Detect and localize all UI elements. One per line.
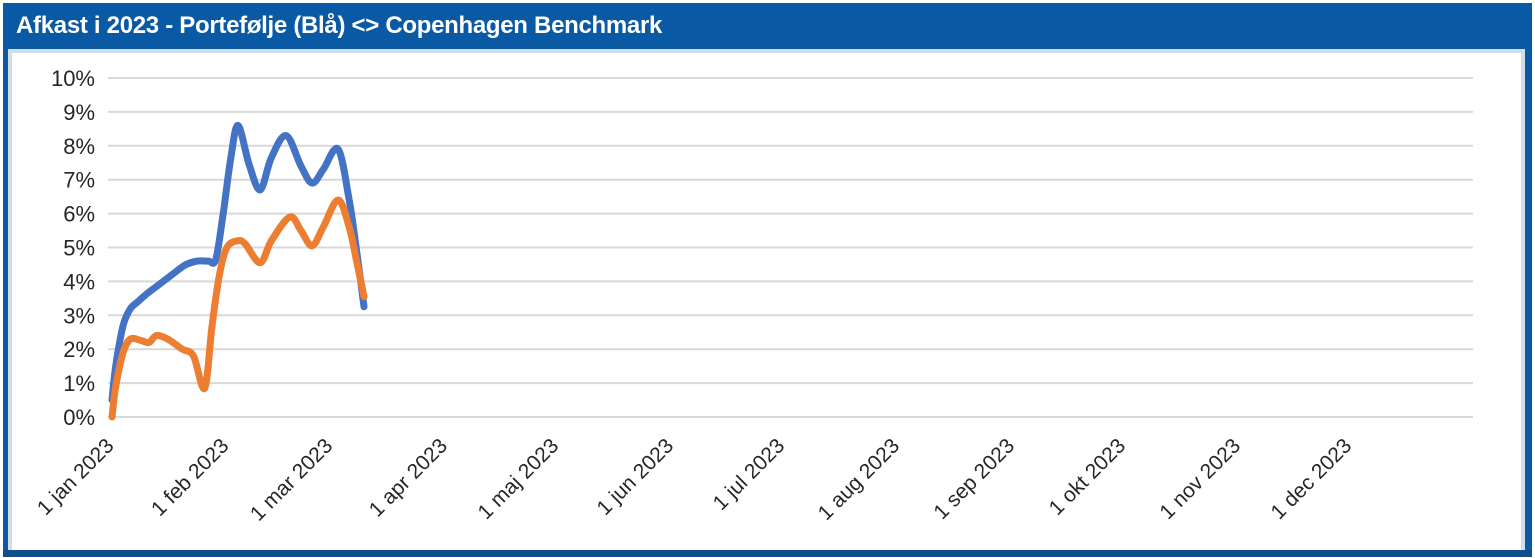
chart-plot-background bbox=[12, 53, 1521, 550]
title-bar: Afkast i 2023 - Portefølje (Blå) <> Cope… bbox=[3, 3, 1532, 49]
chart-title: Afkast i 2023 - Portefølje (Blå) <> Cope… bbox=[16, 12, 663, 39]
bottom-border-bar bbox=[3, 550, 1532, 557]
chart-frame bbox=[3, 49, 1532, 550]
